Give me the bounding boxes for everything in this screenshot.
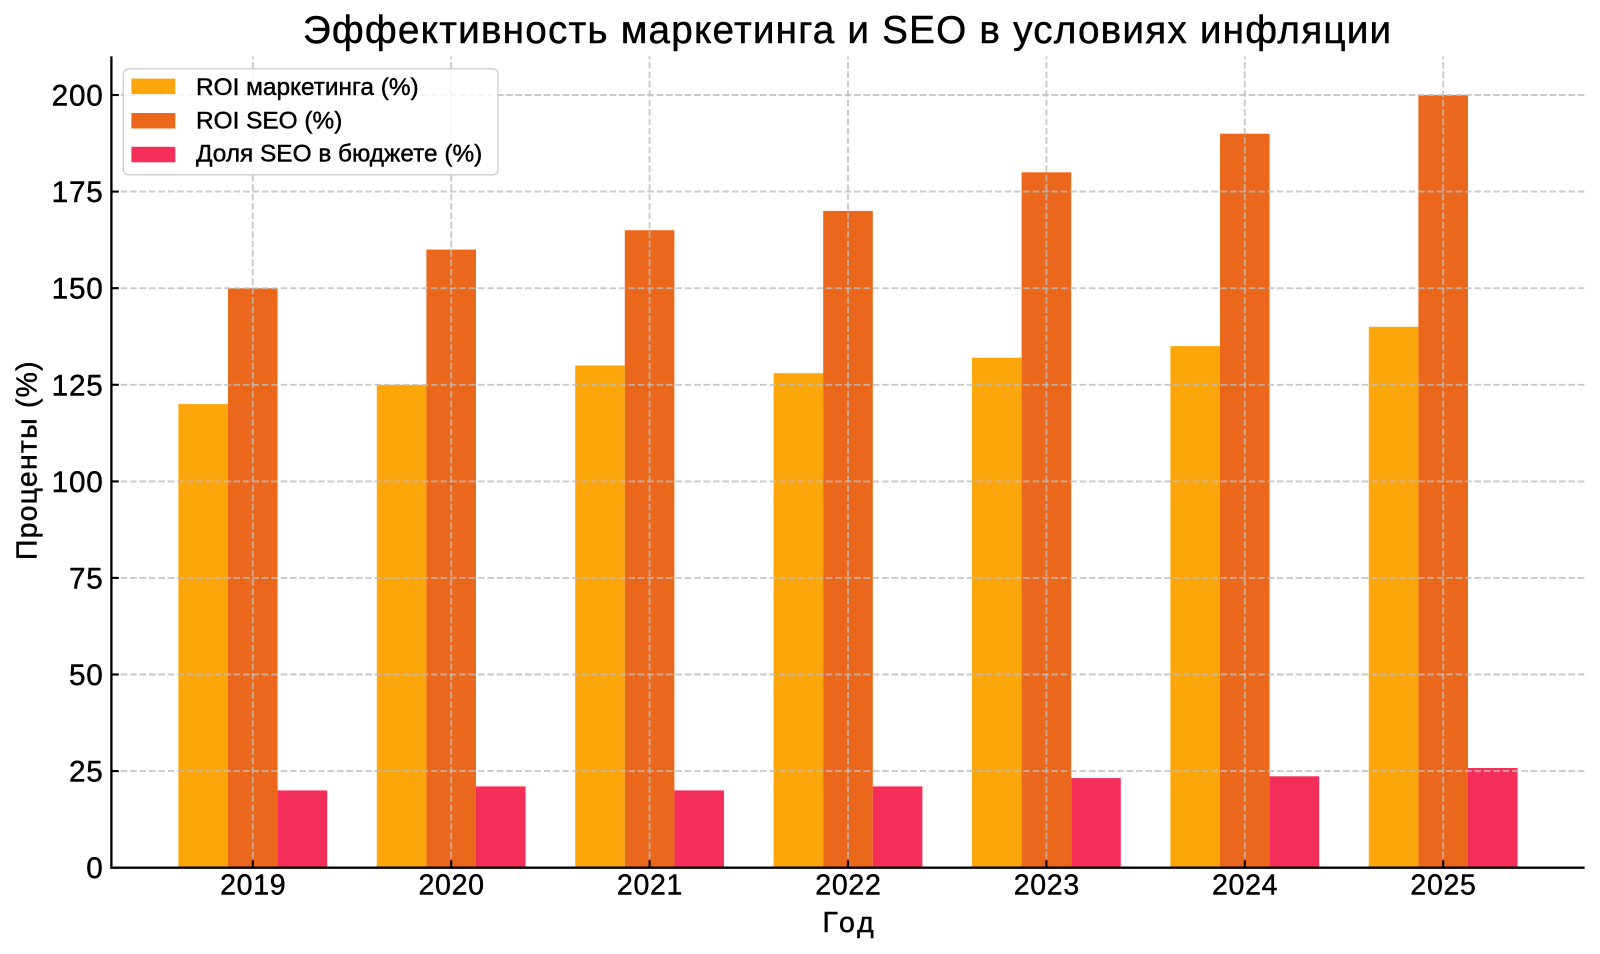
svg-text:50: 50 (69, 659, 104, 692)
svg-text:75: 75 (69, 562, 104, 595)
svg-text:2023: 2023 (1014, 870, 1080, 902)
svg-text:Проценты (%): Проценты (%) (12, 360, 44, 560)
svg-text:2025: 2025 (1410, 870, 1476, 902)
svg-text:100: 100 (52, 466, 104, 499)
svg-text:2021: 2021 (617, 870, 683, 902)
svg-text:200: 200 (52, 80, 104, 113)
svg-text:2024: 2024 (1212, 870, 1278, 902)
svg-text:Год: Год (823, 907, 877, 939)
svg-text:125: 125 (52, 369, 104, 402)
svg-text:Эффективность маркетинга и SEO: Эффективность маркетинга и SEO в условия… (303, 9, 1392, 52)
svg-text:ROI маркетинга (%): ROI маркетинга (%) (196, 74, 419, 101)
svg-text:2019: 2019 (220, 870, 286, 902)
svg-text:175: 175 (52, 176, 104, 209)
svg-text:25: 25 (69, 756, 104, 789)
svg-text:Доля SEO в бюджете (%): Доля SEO в бюджете (%) (196, 141, 482, 168)
svg-text:0: 0 (86, 852, 103, 885)
svg-text:ROI SEO (%): ROI SEO (%) (196, 107, 342, 134)
svg-text:150: 150 (52, 273, 104, 306)
svg-text:2020: 2020 (418, 870, 484, 902)
svg-text:2022: 2022 (815, 870, 881, 902)
